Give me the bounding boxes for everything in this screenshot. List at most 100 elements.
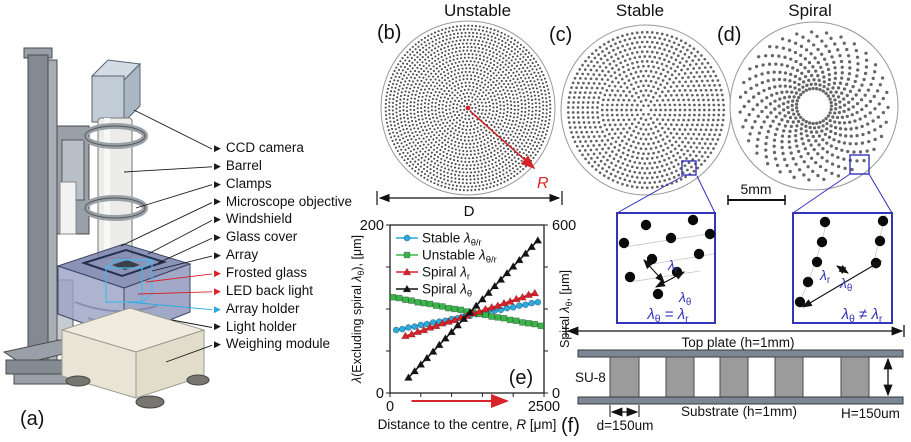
part-label-windshield: ▶ Windshield: [214, 212, 292, 227]
panel-f-tag: (f): [561, 415, 580, 437]
part-label-text: Weighing module: [225, 336, 330, 352]
pillar-cross-section: Top plate (h=1mm) SU-8 Substrate (h=1mm)…: [561, 325, 905, 437]
part-label-text: Glass cover: [225, 229, 298, 245]
legend-entry: Spiral λθ: [422, 282, 472, 300]
array-holder-wireframe: [105, 259, 154, 303]
label-arrowhead-icon: ▶: [214, 160, 221, 171]
panel-b-title: Unstable: [443, 1, 512, 20]
x-tick-label: 2500: [528, 399, 560, 415]
substrate-bar: [577, 396, 904, 405]
y-right-tick-label: 0: [552, 386, 560, 402]
panel-c-title: Stable: [615, 1, 665, 20]
barrel-cylinder: [82, 117, 148, 259]
radius-label: R: [537, 175, 549, 192]
lambda-r-arrow: [643, 259, 665, 283]
y-left-axis-label: λ(Excluding spiral λθ), [μm]: [350, 235, 366, 384]
part-label-text: Clamps: [225, 175, 272, 191]
part-label-text: Array: [225, 247, 259, 263]
legend-entry: Unstable λθ/r: [422, 248, 497, 266]
diameter-label: D: [464, 203, 475, 220]
stable-array-pattern: [560, 24, 732, 196]
label-arrowhead-icon: ▶: [214, 303, 221, 314]
weighing-module-box: [60, 307, 210, 409]
x-axis-label: Distance to the centre, R [μm]: [378, 417, 557, 432]
legend-entry: Spiral λr: [422, 265, 470, 283]
part-label-text: Microscope objective: [225, 193, 352, 209]
part-label-light-holder: ▶ Light holder: [214, 318, 297, 335]
spiral-array-pattern: 5mm: [727, 21, 899, 205]
foot: [135, 395, 165, 409]
y-right-axis-label: Spiral λθ, [μm]: [558, 270, 574, 348]
top-plate-bar: [577, 349, 904, 358]
part-label-array-holder: ▶ Array holder: [214, 300, 300, 317]
label-arrowhead-icon: ▶: [214, 214, 221, 225]
part-label-glass-cover: ▶ Glass cover: [214, 229, 298, 245]
part-label-text: CCD camera: [225, 140, 304, 155]
su8-pillars: [609, 356, 870, 398]
glass-cover-outline: [80, 248, 168, 278]
panel-a-tag: (a): [20, 408, 45, 430]
foot: [186, 374, 210, 386]
part-label-text: Barrel: [225, 157, 262, 173]
lambda-theta-arrow: [802, 260, 882, 308]
su8-label: SU-8: [575, 370, 606, 385]
panel-c-tag: (c): [549, 24, 573, 46]
lambda-theta-arrow: [655, 271, 685, 288]
radius-arrow: [469, 110, 536, 170]
label-arrowhead-icon: ▶: [214, 196, 221, 207]
apparatus-illustration: [2, 47, 213, 409]
substrate-label: Substrate (h=1mm): [681, 404, 797, 419]
y-right-tick-label: 600: [552, 218, 576, 234]
legend-entry: Stable λθ/r: [422, 231, 482, 249]
zoom-region-box: [681, 160, 697, 176]
part-label-frosted-glass: ▶ Frosted glass: [214, 264, 307, 281]
panel-e-tag: (e): [509, 367, 533, 389]
label-arrowhead-icon: ▶: [214, 267, 221, 278]
part-label-clamps: ▶ Clamps: [214, 175, 272, 192]
pillar-width-label: d=150um: [597, 418, 654, 433]
ccd-camera-body: [90, 59, 142, 124]
part-label-text: Light holder: [225, 318, 297, 334]
part-label-microscope-objective: ▶ Microscope objective: [214, 193, 352, 210]
clamps-arm: [56, 125, 90, 341]
label-arrowhead-icon: ▶: [214, 339, 221, 350]
label-arrowhead-icon: ▶: [214, 321, 221, 332]
top-plate-label: Top plate (h=1mm): [682, 335, 795, 350]
part-label-text: Frosted glass: [225, 264, 307, 280]
label-arrowhead-icon: ▶: [214, 250, 221, 261]
y-left-tick-label: 200: [360, 218, 384, 234]
part-label-led-back-light: ▶ LED back light: [214, 282, 313, 299]
center-marker: [465, 105, 471, 111]
panel-d-tag: (d): [717, 24, 742, 46]
part-label-text: LED back light: [225, 282, 313, 298]
panel-b-tag: (b): [377, 22, 402, 44]
lambda-theta-label: λθ: [678, 289, 691, 308]
part-label-weighing-module: ▶ Weighing module: [214, 336, 330, 352]
series-Unstable-λθ/r: [389, 293, 545, 330]
part-label-array: ▶ Array: [214, 247, 259, 263]
pillar-height-label: H=150um: [841, 406, 900, 421]
panel-d-title: Spiral: [788, 1, 832, 20]
label-arrowhead-icon: ▶: [214, 178, 221, 189]
scale-bar-label: 5mm: [740, 181, 771, 197]
x-tick-label: 0: [386, 399, 394, 415]
unstable-array-pattern: RD: [376, 20, 563, 220]
label-arrowhead-icon: ▶: [214, 232, 221, 243]
zoom-region-box: [849, 154, 870, 175]
series-Spiral-λθ: [404, 236, 543, 381]
lambda-r-arrow: [836, 265, 849, 274]
part-callout-lines: [120, 109, 213, 363]
part-label-barrel: ▶ Barrel: [214, 157, 262, 174]
part-label-ccd-camera: ▶ CCD camera: [214, 140, 304, 156]
lambda-theta-label: λθ: [839, 275, 852, 294]
part-label-text: Array holder: [225, 300, 300, 316]
lambda-r-label: λr: [819, 267, 831, 286]
label-arrowhead-icon: ▶: [214, 142, 221, 153]
part-label-text: Windshield: [225, 211, 292, 227]
lambda-r-label: λr: [667, 257, 679, 276]
